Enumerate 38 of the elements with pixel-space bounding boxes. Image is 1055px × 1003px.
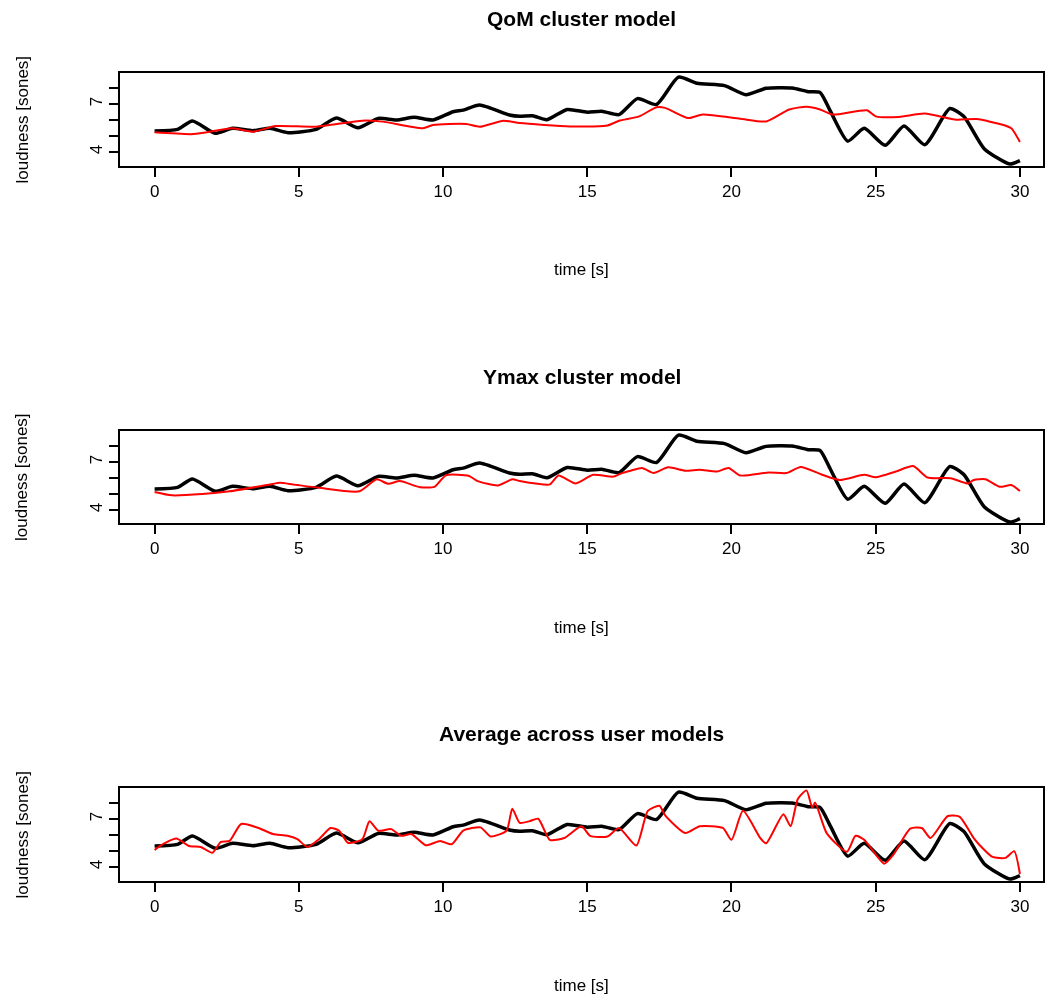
y-tick-label: 4 bbox=[87, 502, 107, 513]
x-tick-label: 25 bbox=[866, 182, 886, 202]
line-series bbox=[153, 465, 1021, 497]
x-tick-label: 5 bbox=[294, 897, 304, 917]
x-tick-label: 10 bbox=[433, 539, 453, 559]
x-tick-label: 5 bbox=[294, 182, 304, 202]
y-tick-label: 4 bbox=[87, 144, 107, 155]
x-tick-label: 30 bbox=[1010, 182, 1030, 202]
x-tick-label: 20 bbox=[722, 539, 741, 559]
chart-title: Average across user models bbox=[439, 722, 725, 745]
chart-title: QoM cluster model bbox=[487, 7, 677, 30]
y-tick-label: 7 bbox=[87, 454, 107, 465]
x-tick-label: 30 bbox=[1010, 897, 1030, 917]
y-axis-title: loudness [sones] bbox=[12, 413, 31, 541]
x-axis-title: time [s] bbox=[554, 260, 609, 279]
y-tick-label: 7 bbox=[87, 96, 107, 107]
y-tick-label: 4 bbox=[87, 859, 107, 870]
x-tick-label: 25 bbox=[866, 539, 886, 559]
x-tick-label: 15 bbox=[577, 897, 597, 917]
x-tick-label: 10 bbox=[433, 182, 453, 202]
x-tick-label: 30 bbox=[1010, 539, 1030, 559]
x-tick-label: 5 bbox=[294, 539, 304, 559]
x-tick-label: 0 bbox=[149, 182, 160, 202]
x-tick-label: 20 bbox=[722, 897, 741, 917]
chart-title: Ymax cluster model bbox=[483, 365, 682, 388]
x-axis-title: time [s] bbox=[554, 976, 609, 995]
x-tick-label: 15 bbox=[577, 539, 597, 559]
x-tick-label: 15 bbox=[577, 182, 597, 202]
x-tick-label: 0 bbox=[149, 539, 160, 559]
y-tick-label: 7 bbox=[87, 811, 107, 822]
line-series bbox=[153, 105, 1021, 143]
y-axis-title: loudness [sones] bbox=[12, 55, 32, 184]
y-axis-title: loudness [sones] bbox=[12, 770, 32, 899]
x-tick-label: 10 bbox=[433, 897, 453, 917]
x-tick-label: 0 bbox=[149, 897, 160, 917]
x-axis-title: time [s] bbox=[554, 618, 609, 637]
x-tick-label: 20 bbox=[722, 182, 741, 202]
x-tick-label: 25 bbox=[866, 897, 886, 917]
